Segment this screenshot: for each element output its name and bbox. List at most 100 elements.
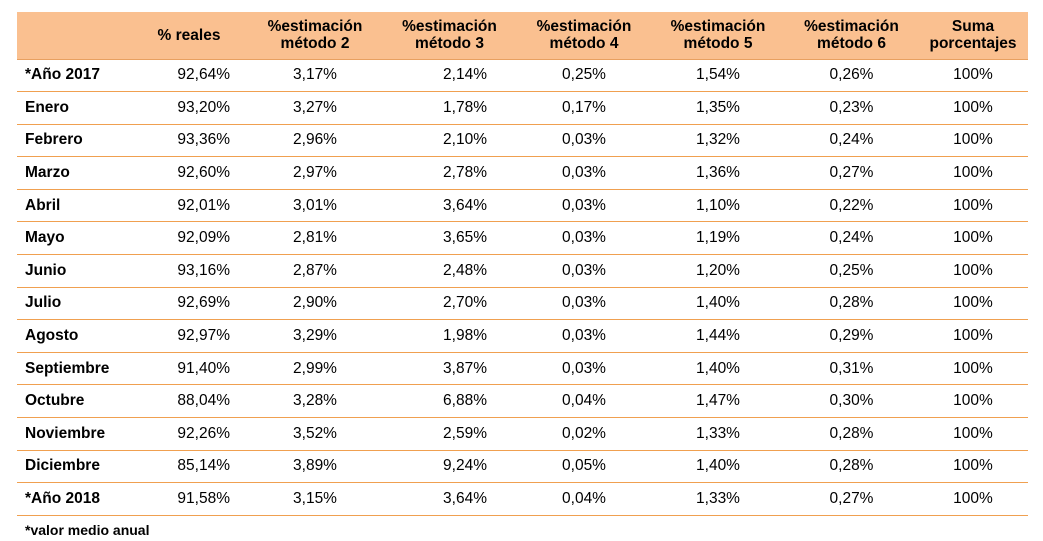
metodo-4-cell: 0,03% — [517, 221, 651, 256]
metodo-3-cell: 2,14% — [382, 59, 517, 93]
metodo-2-cell: 2,90% — [248, 287, 382, 321]
metodo-6-cell: 0,27% — [785, 482, 918, 516]
header-line-2: método 2 — [280, 35, 350, 53]
suma-cell: 100% — [918, 59, 1028, 93]
table-row: Octubre 88,04% 3,28% 6,88% 0,04% 1,47% 0,30% 10… — [17, 384, 1028, 419]
header-line-1: Suma — [951, 18, 995, 36]
metodo-4-cell: 0,03% — [517, 189, 651, 223]
suma-cell: 100% — [918, 156, 1028, 190]
header-line-2: método 3 — [415, 35, 484, 53]
metodo-2-cell: 2,81% — [248, 221, 382, 256]
metodo-3-cell: 3,87% — [382, 352, 517, 386]
metodo-5-cell: 1,33% — [651, 482, 785, 516]
suma-cell: 100% — [918, 189, 1028, 223]
header-line-1: %estimación — [402, 18, 497, 36]
metodo-3-cell: 2,59% — [382, 417, 517, 451]
metodo-5-cell: 1,10% — [651, 189, 785, 223]
metodo-6-cell: 0,27% — [785, 156, 918, 190]
row-label-cell: *Año 2018 — [17, 482, 130, 516]
header-row: % reales %estimación método 2 %estimación mé… — [17, 12, 1028, 60]
row-label-cell: Enero — [17, 91, 130, 125]
metodo-5-cell: 1,36% — [651, 156, 785, 190]
metodo-4-cell: 0,17% — [517, 91, 651, 125]
suma-cell: 100% — [918, 482, 1028, 516]
table-row: Junio 93,16% 2,87% 2,48% 0,03% 1,20% 0,25% 100% — [17, 254, 1028, 288]
row-label-cell: *Año 2017 — [17, 59, 130, 93]
metodo-2-cell: 3,27% — [248, 91, 382, 125]
header-metodo-4: %estimación método 4 — [517, 12, 651, 60]
reales-cell: 91,58% — [130, 482, 248, 516]
metodo-2-cell: 2,96% — [248, 124, 382, 158]
metodo-4-cell: 0,25% — [517, 59, 651, 93]
header-line-2: porcentajes — [929, 35, 1017, 53]
table-row: Diciembre 85,14% 3,89% 9,24% 0,05% 1,40% 0,28%… — [17, 450, 1028, 484]
suma-cell: 100% — [918, 91, 1028, 125]
header-line-1: %estimación — [670, 18, 766, 36]
metodo-2-cell: 3,17% — [248, 59, 382, 93]
suma-cell: 100% — [918, 417, 1028, 451]
metodo-6-cell: 0,24% — [785, 124, 918, 158]
header-line-1: % reales — [157, 26, 221, 44]
table-row: Noviembre 92,26% 3,52% 2,59% 0,02% 1,33% 0,28%… — [17, 417, 1028, 451]
header-line-2: método 6 — [817, 35, 886, 53]
reales-cell: 92,64% — [130, 59, 248, 93]
table-row: Abril 92,01% 3,01% 3,64% 0,03% 1,10% 0,22% 100% — [17, 189, 1028, 223]
metodo-6-cell: 0,23% — [785, 91, 918, 125]
metodo-6-cell: 0,24% — [785, 221, 918, 256]
percentages-table-container: % reales %estimación método 2 %estimación mé… — [17, 12, 1028, 516]
table-row: Marzo 92,60% 2,97% 2,78% 0,03% 1,36% 0,27% 100% — [17, 156, 1028, 190]
table-row: Agosto 92,97% 3,29% 1,98% 0,03% 1,44% 0,29% 100… — [17, 319, 1028, 353]
metodo-5-cell: 1,19% — [651, 221, 785, 256]
metodo-4-cell: 0,05% — [517, 450, 651, 484]
metodo-2-cell: 3,28% — [248, 384, 382, 419]
reales-cell: 92,69% — [130, 287, 248, 321]
metodo-3-cell: 3,64% — [382, 189, 517, 223]
metodo-4-cell: 0,03% — [517, 319, 651, 353]
reales-cell: 85,14% — [130, 450, 248, 484]
header-line-1: %estimación — [804, 18, 899, 36]
metodo-3-cell: 6,88% — [382, 384, 517, 419]
table-row: *Año 2018 91,58% 3,15% 3,64% 0,04% 1,33% 0,27%… — [17, 482, 1028, 516]
header-metodo-6: %estimación método 6 — [785, 12, 918, 60]
reales-cell: 93,36% — [130, 124, 248, 158]
row-label-cell: Septiembre — [17, 352, 130, 386]
metodo-2-cell: 3,15% — [248, 482, 382, 516]
metodo-2-cell: 3,01% — [248, 189, 382, 223]
metodo-6-cell: 0,26% — [785, 59, 918, 93]
metodo-5-cell: 1,40% — [651, 352, 785, 386]
reales-cell: 92,26% — [130, 417, 248, 451]
metodo-2-cell: 2,87% — [248, 254, 382, 288]
reales-cell: 92,01% — [130, 189, 248, 223]
metodo-5-cell: 1,47% — [651, 384, 785, 419]
metodo-5-cell: 1,35% — [651, 91, 785, 125]
metodo-6-cell: 0,29% — [785, 319, 918, 353]
footnote: *valor medio anual — [25, 522, 150, 538]
suma-cell: 100% — [918, 450, 1028, 484]
row-label-cell: Marzo — [17, 156, 130, 190]
row-label-cell: Febrero — [17, 124, 130, 158]
suma-cell: 100% — [918, 221, 1028, 256]
metodo-3-cell: 1,98% — [382, 319, 517, 353]
row-label-cell: Octubre — [17, 384, 130, 419]
table-row: Febrero 93,36% 2,96% 2,10% 0,03% 1,32% 0,24% 10… — [17, 124, 1028, 158]
metodo-6-cell: 0,25% — [785, 254, 918, 288]
metodo-3-cell: 1,78% — [382, 91, 517, 125]
row-label-cell: Abril — [17, 189, 130, 223]
metodo-4-cell: 0,04% — [517, 384, 651, 419]
percentages-table: % reales %estimación método 2 %estimación mé… — [17, 12, 1028, 516]
header-line-1: %estimación — [267, 18, 363, 36]
reales-cell: 93,20% — [130, 91, 248, 125]
reales-cell: 88,04% — [130, 384, 248, 419]
header-reales: % reales — [130, 12, 248, 60]
reales-cell: 92,60% — [130, 156, 248, 190]
metodo-2-cell: 3,52% — [248, 417, 382, 451]
metodo-4-cell: 0,03% — [517, 352, 651, 386]
metodo-5-cell: 1,40% — [651, 287, 785, 321]
metodo-4-cell: 0,02% — [517, 417, 651, 451]
metodo-5-cell: 1,44% — [651, 319, 785, 353]
metodo-3-cell: 2,10% — [382, 124, 517, 158]
header-blank — [17, 12, 130, 60]
table-row: Julio 92,69% 2,90% 2,70% 0,03% 1,40% 0,28% 100% — [17, 287, 1028, 321]
metodo-5-cell: 1,54% — [651, 59, 785, 93]
metodo-6-cell: 0,28% — [785, 417, 918, 451]
